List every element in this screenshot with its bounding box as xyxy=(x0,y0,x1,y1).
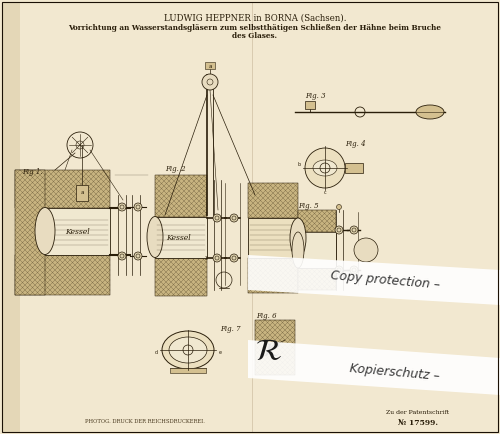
Bar xyxy=(15,170,110,208)
Circle shape xyxy=(336,204,342,210)
Circle shape xyxy=(118,252,126,260)
Ellipse shape xyxy=(416,105,444,119)
Bar xyxy=(45,208,110,255)
Bar xyxy=(248,183,298,218)
Bar xyxy=(15,255,110,295)
Text: 1: 1 xyxy=(204,211,208,217)
Text: LUDWIG HEPPNER in BORNA (Sachsen).: LUDWIG HEPPNER in BORNA (Sachsen). xyxy=(164,14,346,23)
Circle shape xyxy=(354,238,378,262)
Circle shape xyxy=(118,203,126,211)
Text: Kessel: Kessel xyxy=(166,234,190,242)
Circle shape xyxy=(305,148,345,188)
Ellipse shape xyxy=(169,337,207,363)
Bar xyxy=(298,210,336,232)
Bar xyxy=(15,170,45,295)
Bar xyxy=(155,217,207,258)
Bar xyxy=(255,320,295,375)
Circle shape xyxy=(335,266,343,274)
Polygon shape xyxy=(248,255,500,305)
Text: d: d xyxy=(154,349,158,355)
Text: $\mathcal{R}$: $\mathcal{R}$ xyxy=(254,336,281,368)
Text: b: b xyxy=(298,162,300,168)
Text: Vorrichtung an Wasserstandsgläsern zum selbstthätigen Schließen der Hähne beim B: Vorrichtung an Wasserstandsgläsern zum s… xyxy=(68,24,442,32)
Bar xyxy=(345,163,363,173)
Text: Fig. 7: Fig. 7 xyxy=(220,325,240,333)
Ellipse shape xyxy=(35,207,55,254)
Text: Kessel: Kessel xyxy=(64,228,90,236)
Bar xyxy=(170,368,206,373)
Text: a: a xyxy=(80,191,84,195)
Text: 2: 2 xyxy=(204,256,208,260)
Bar xyxy=(205,62,215,69)
Circle shape xyxy=(213,254,221,262)
Ellipse shape xyxy=(292,232,304,268)
Bar xyxy=(248,218,298,258)
Circle shape xyxy=(134,203,142,211)
Text: № 17599.: № 17599. xyxy=(398,419,438,427)
Text: Kopierschutz –: Kopierschutz – xyxy=(350,362,440,382)
Bar xyxy=(2,2,20,432)
Circle shape xyxy=(230,214,238,222)
Text: Zu der Patentschrift: Zu der Patentschrift xyxy=(386,410,450,415)
Text: PHOTOG. DRUCK DER REICHSDRUCKEREI.: PHOTOG. DRUCK DER REICHSDRUCKEREI. xyxy=(85,419,205,424)
Text: e: e xyxy=(218,349,222,355)
Bar xyxy=(76,185,88,201)
Bar xyxy=(155,258,207,296)
Circle shape xyxy=(350,226,358,234)
Circle shape xyxy=(335,226,343,234)
Circle shape xyxy=(213,214,221,222)
Polygon shape xyxy=(248,340,500,395)
Circle shape xyxy=(202,74,218,90)
Text: Copy protection –: Copy protection – xyxy=(330,269,440,291)
Bar xyxy=(298,232,336,268)
Text: a: a xyxy=(208,63,212,69)
Bar xyxy=(248,258,298,293)
Text: Fig. 6: Fig. 6 xyxy=(256,312,276,320)
Ellipse shape xyxy=(290,218,306,258)
Ellipse shape xyxy=(162,331,214,369)
Text: Fig. 5: Fig. 5 xyxy=(298,202,318,210)
Circle shape xyxy=(134,252,142,260)
Text: c: c xyxy=(324,191,326,195)
Bar xyxy=(155,175,207,217)
Bar xyxy=(298,268,336,290)
Circle shape xyxy=(230,254,238,262)
Circle shape xyxy=(350,266,358,274)
Ellipse shape xyxy=(313,160,337,176)
Ellipse shape xyxy=(147,217,163,257)
Text: Fig. 2: Fig. 2 xyxy=(165,165,186,173)
Text: Fig. 3: Fig. 3 xyxy=(305,92,326,100)
Bar xyxy=(305,101,315,109)
Text: $\mathcal{K}$: $\mathcal{K}$ xyxy=(264,341,280,359)
Text: des Glases.: des Glases. xyxy=(232,32,278,40)
Text: Fig. 4: Fig. 4 xyxy=(345,140,366,148)
Text: Fig 1.: Fig 1. xyxy=(22,168,42,176)
